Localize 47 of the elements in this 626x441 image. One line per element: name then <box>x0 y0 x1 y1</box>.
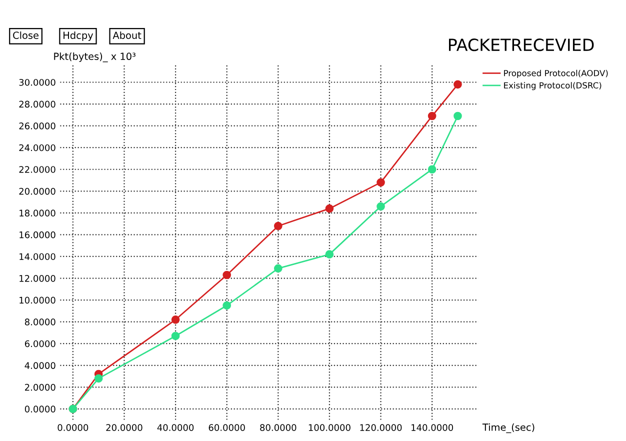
point <box>428 165 436 174</box>
x-axis-title: Time_(sec) <box>482 423 534 434</box>
point <box>94 374 103 383</box>
x-tick-label: 140.0000 <box>412 424 454 431</box>
point <box>325 204 334 213</box>
y-tick-label: 14.0000 <box>20 253 56 260</box>
text: About <box>112 31 142 39</box>
y-tick-label: 30.0000 <box>19 78 56 86</box>
point <box>376 202 385 211</box>
point <box>325 250 334 258</box>
y-tick-label: 2.0000 <box>25 384 56 391</box>
point <box>171 332 180 340</box>
point <box>454 80 462 89</box>
point <box>376 178 385 187</box>
point <box>454 112 462 120</box>
y-tick-label: 18.0000 <box>20 210 56 216</box>
x-tick-label: 80.0000 <box>260 424 296 431</box>
x-tick-label: 120.0000 <box>360 424 402 431</box>
y-tick-label: 16.0000 <box>20 231 56 238</box>
point <box>222 301 232 310</box>
x-tick-label: 0.0000 <box>58 424 88 431</box>
text: Hdcpy <box>64 31 94 41</box>
point <box>222 270 232 280</box>
x-tick-label: 100.0000 <box>308 424 350 431</box>
y-tick-label: 28.0000 <box>19 100 56 108</box>
text: Close <box>13 31 38 39</box>
point <box>428 112 436 120</box>
point <box>274 222 282 230</box>
y-tick-label: 4.0000 <box>24 362 56 369</box>
legend-label: Proposed Protocol(AODV) <box>504 70 608 78</box>
y-tick-label: 8.0000 <box>24 318 56 326</box>
y-tick-label: 24.0000 <box>19 144 56 152</box>
text: PACKETRECEVIED <box>448 38 594 52</box>
y-tick-label: 22.0000 <box>19 166 56 173</box>
y-tick-label: 12.0000 <box>20 274 56 282</box>
y-tick-label: 6.0000 <box>24 340 56 348</box>
point <box>274 264 282 273</box>
x-tick-label: 60.0000 <box>208 424 245 431</box>
y-tick-label: 10.0000 <box>20 296 56 304</box>
x-tick-label: 20.0000 <box>106 424 142 431</box>
y-tick-label: 0.0000 <box>24 406 56 412</box>
point <box>171 315 180 324</box>
y-tick-label: 20.0000 <box>19 188 56 195</box>
legend-label: Existing Protocol(DSRC) <box>504 82 602 90</box>
x-tick-label: 40.0000 <box>157 424 194 431</box>
y-axis-title: Pkt(bytes)_ x 10³ <box>54 52 136 62</box>
y-tick-label: 26.0000 <box>19 122 56 130</box>
